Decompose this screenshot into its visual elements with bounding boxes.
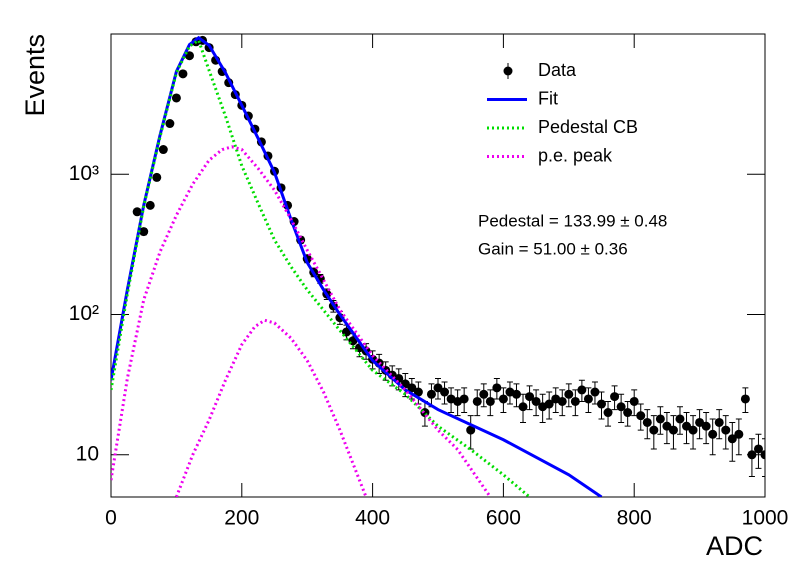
data-point	[636, 411, 646, 421]
data-point	[178, 69, 188, 79]
data-point	[675, 414, 685, 424]
plot-frame	[110, 33, 766, 498]
data-point	[740, 394, 750, 404]
curve	[111, 145, 492, 497]
data-point	[695, 417, 705, 427]
data-point	[171, 93, 181, 103]
y-tick-label: 10³	[69, 162, 99, 185]
y-tick-label: 10	[76, 442, 99, 465]
x-tick-label: 800	[617, 507, 652, 530]
data-point	[145, 200, 155, 210]
data-point	[466, 425, 476, 435]
legend-label: p.e. peak	[538, 145, 613, 165]
data-point	[682, 421, 692, 431]
data-point	[610, 392, 620, 402]
data-point	[590, 387, 600, 397]
data-point	[531, 396, 541, 406]
x-tick-label: 0	[105, 507, 117, 530]
annotation: Gain = 51.00 ± 0.36	[478, 239, 628, 258]
x-tick-label: 600	[486, 507, 521, 530]
data-point	[577, 385, 587, 395]
data-point	[603, 408, 613, 418]
legend-label: Fit	[538, 88, 558, 108]
annotation: Pedestal = 133.99 ± 0.48	[478, 211, 667, 230]
data-point	[433, 383, 443, 393]
data-point	[616, 402, 626, 412]
data-point	[642, 417, 652, 427]
data-point	[623, 408, 633, 418]
data-point	[597, 399, 606, 409]
data-point	[708, 429, 718, 439]
data-point	[655, 414, 665, 424]
data-point	[649, 425, 659, 435]
data-point	[734, 429, 744, 439]
data-point	[407, 383, 417, 393]
data-point	[662, 421, 672, 431]
legend-label: Data	[538, 60, 577, 80]
data-point	[747, 450, 757, 460]
data-point	[557, 396, 567, 406]
data-point	[152, 172, 162, 182]
data-point	[629, 396, 639, 406]
plot-area	[111, 35, 765, 497]
curve	[111, 35, 603, 497]
data-point	[479, 389, 489, 399]
data-point	[132, 207, 142, 217]
data-point	[498, 394, 508, 404]
data-point	[165, 119, 175, 129]
x-tick-label: 200	[224, 507, 259, 530]
data-point	[139, 227, 149, 237]
data-point	[511, 389, 521, 399]
data-point	[727, 434, 737, 444]
data-point	[701, 421, 711, 431]
data-point	[760, 450, 765, 460]
data-point	[564, 389, 574, 399]
data-point	[583, 394, 593, 404]
data-point	[426, 389, 436, 399]
legend-label: Pedestal CB	[538, 117, 638, 137]
error-bar	[762, 438, 765, 478]
data-point	[570, 396, 580, 406]
y-axis-label: Events	[20, 34, 50, 117]
data-point	[492, 383, 502, 393]
data-point	[525, 392, 535, 402]
data-point	[688, 425, 698, 435]
x-axis-label: ADC	[706, 531, 763, 561]
data-point	[459, 394, 469, 404]
data-point	[440, 387, 450, 397]
data-point	[714, 417, 724, 427]
data-point	[544, 399, 554, 409]
data-point	[518, 402, 528, 412]
x-tick-label: 400	[355, 507, 390, 530]
y-tick-label: 10²	[69, 302, 99, 325]
data-point	[472, 396, 482, 406]
x-tick-label: 1000	[742, 507, 789, 530]
data-point	[485, 396, 495, 406]
data-point	[753, 444, 763, 454]
data-point	[721, 425, 731, 435]
data-point	[158, 145, 168, 155]
data-point	[668, 425, 678, 435]
data-point	[413, 387, 423, 397]
